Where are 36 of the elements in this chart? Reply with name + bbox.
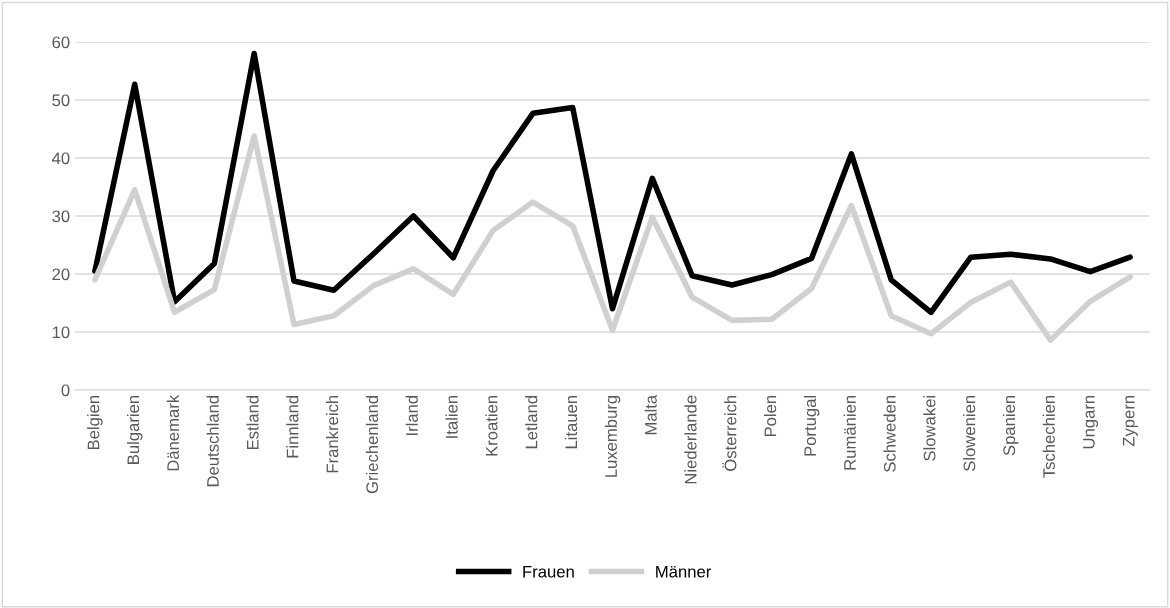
x-tick-label: Niederlande — [684, 395, 697, 484]
x-tick-label: Dänemark — [166, 394, 180, 471]
x-tick-label: Bulgarien — [126, 395, 143, 464]
y-tick-label: 30 — [52, 210, 70, 223]
x-tick-label: Litauen — [564, 395, 578, 449]
x-tick-label: Spanien — [1002, 395, 1019, 456]
x-tick-label: Österreich — [722, 395, 737, 471]
y-tick-label: 20 — [52, 268, 70, 281]
x-tick-label: Finnland — [286, 395, 299, 458]
x-tick-label: Deutschland — [206, 395, 219, 487]
x-tick-label: Zypern — [1122, 395, 1138, 447]
x-tick-label: Rumänien — [843, 395, 856, 470]
x-tick-label: Belgien — [87, 395, 103, 450]
x-tick-label: Estland — [246, 395, 259, 450]
x-tick-label: Slowenien — [963, 395, 976, 471]
legend-label: Männer — [656, 565, 712, 578]
x-tick-label: Ungarn — [1083, 395, 1099, 449]
x-tick-label: Tschechien — [1042, 395, 1055, 478]
y-tick-label: 60 — [52, 36, 70, 49]
x-tick-label: Letland — [525, 395, 538, 449]
y-tick-label: 40 — [51, 152, 70, 165]
x-tick-label: Irland — [405, 395, 418, 436]
x-tick-label: Slowakei — [923, 395, 936, 461]
y-tick-label: 50 — [52, 94, 70, 107]
legend-label: Frauen — [523, 565, 574, 578]
x-tick-label: Luxemburg — [604, 395, 621, 477]
x-tick-label: Kroatien — [485, 395, 498, 456]
x-tick-label: Griechenland — [365, 395, 379, 494]
x-tick-label: Polen — [763, 395, 777, 437]
x-tick-label: Portugal — [803, 395, 820, 456]
x-tick-label: Malta — [644, 394, 657, 435]
x-tick-label: Italien — [445, 395, 458, 438]
y-tick-label: 10 — [52, 326, 70, 339]
x-tick-label: Schweden — [883, 395, 896, 472]
y-tick-label: 0 — [61, 384, 70, 397]
x-tick-label: Frankreich — [326, 395, 339, 473]
